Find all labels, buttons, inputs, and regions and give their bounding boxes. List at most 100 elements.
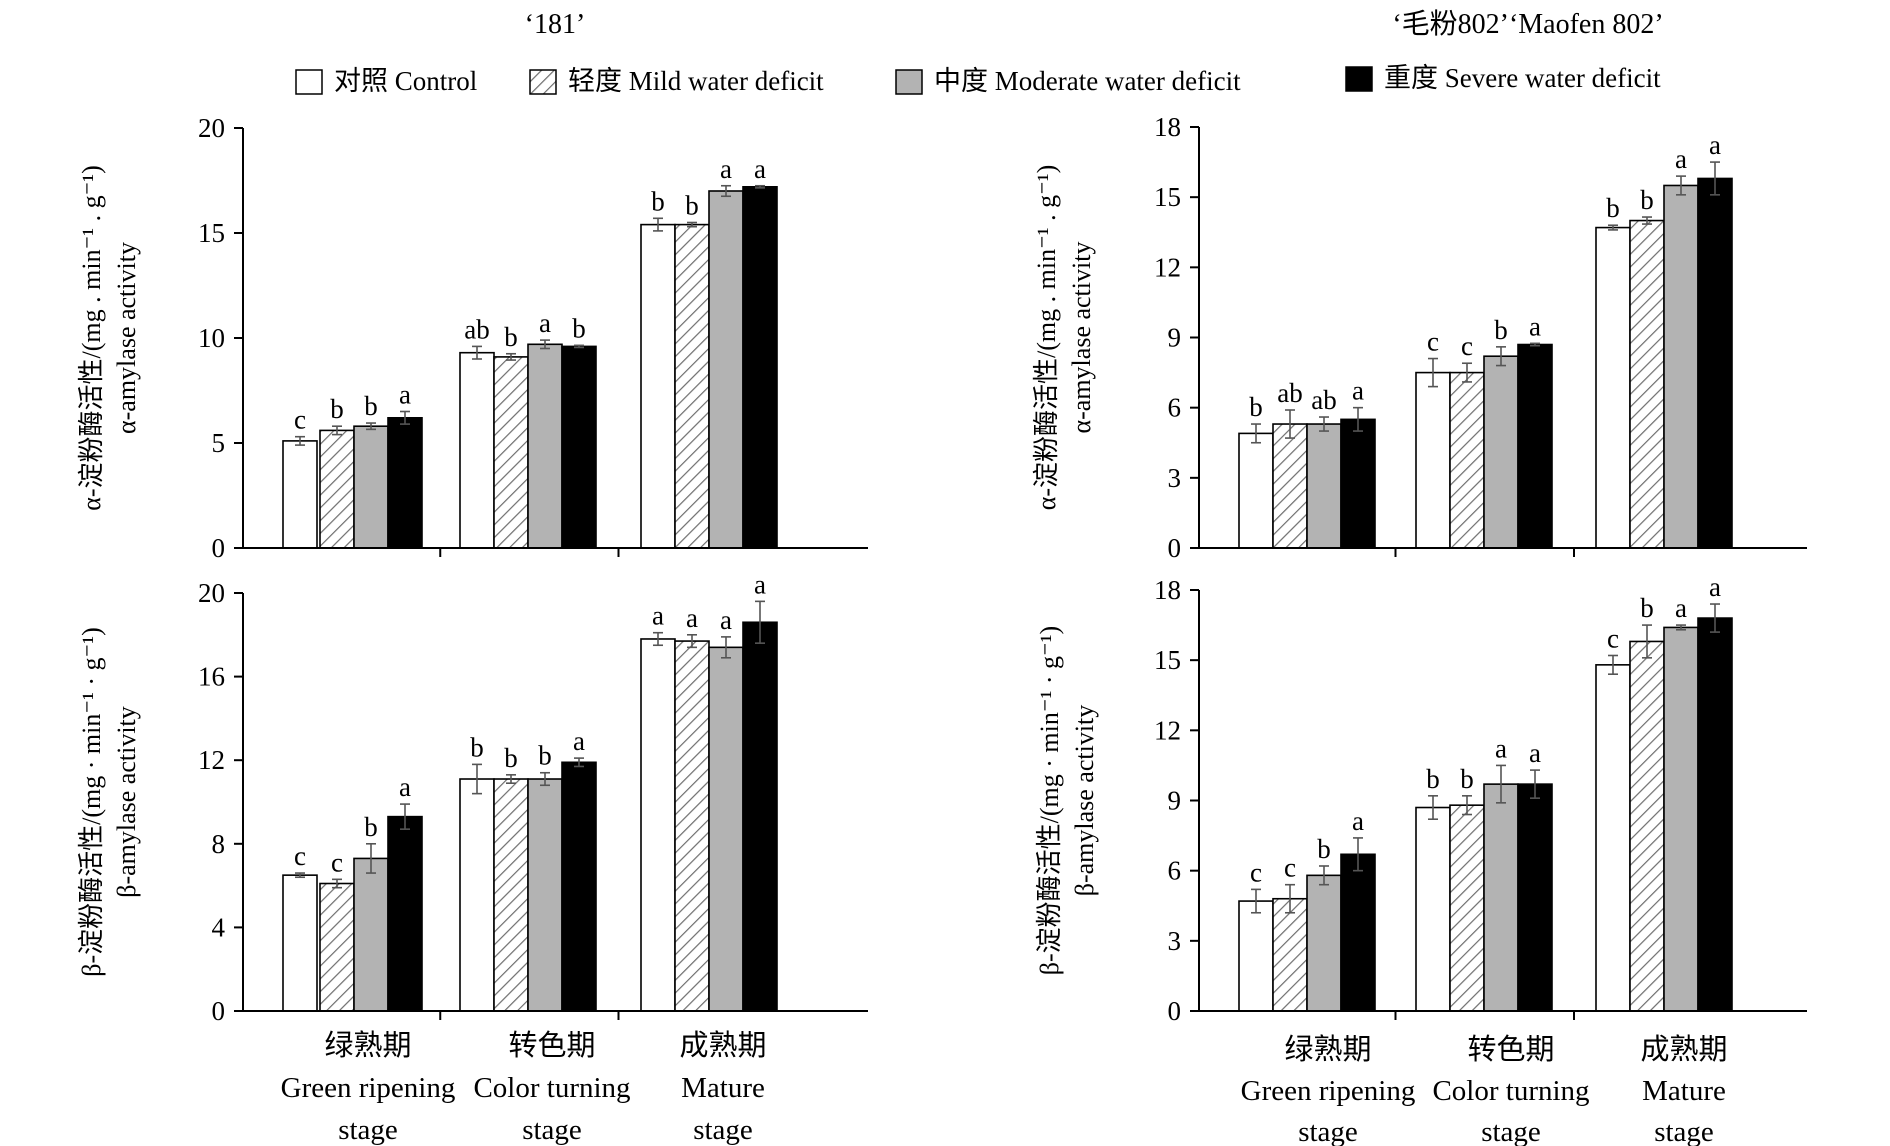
bar-mild (493, 778, 529, 1012)
y-axis-label: α-淀粉酶活性/(mg . min⁻¹ . g⁻¹) (77, 165, 106, 511)
significance-letter: a (1675, 144, 1687, 174)
y-tick-label: 4 (212, 912, 226, 942)
significance-letter: c (1250, 857, 1262, 887)
significance-letter: a (1709, 572, 1721, 602)
significance-letter: b (572, 313, 586, 343)
y-tick-label: 12 (1154, 715, 1181, 745)
y-tick-label: 0 (212, 533, 226, 563)
significance-letter: a (1675, 593, 1687, 623)
significance-letter: a (754, 569, 766, 599)
legend-label-moderate: 中度 Moderate water deficit (934, 66, 1241, 96)
bar-moderate (708, 646, 744, 1012)
bar-control (282, 440, 318, 549)
category-label-en: Color turning (1432, 1075, 1589, 1107)
bar-moderate (527, 343, 563, 549)
bar-severe (387, 815, 423, 1012)
significance-letter: a (1529, 311, 1541, 341)
bar-moderate (1483, 355, 1519, 549)
significance-letter: a (652, 601, 664, 631)
bar-control (1415, 371, 1451, 549)
category-labels-right: 绿熟期 Green ripening stage 转色期 Color turni… (1241, 1033, 1728, 1146)
legend-item-mild: 轻度 Mild water deficit (529, 66, 824, 96)
legend-item-control: 对照 Control (295, 66, 477, 96)
y-tick-label: 6 (1168, 856, 1182, 886)
bar-moderate (708, 190, 744, 549)
y-tick-label: 15 (1154, 182, 1181, 212)
legend-swatch-control (295, 69, 323, 95)
category-label-en: Mature (681, 1072, 765, 1104)
bar-moderate (353, 425, 389, 549)
bar-mild (1629, 640, 1665, 1012)
significance-letter: a (399, 380, 411, 410)
bar-mild (319, 429, 355, 549)
y-tick-label: 5 (212, 428, 226, 458)
significance-letter: a (686, 603, 698, 633)
significance-letter: c (331, 847, 343, 877)
significance-letter: b (1606, 193, 1620, 223)
category-label-en: stage (1298, 1116, 1358, 1146)
y-axis-label: β-淀粉酶活性/(mg · min⁻¹ · g⁻¹) (1035, 626, 1064, 975)
y-axis-label-en: β-amylase activity (1070, 705, 1099, 897)
y-axis-label-en: α-amylase activity (112, 242, 141, 434)
bar-control (1415, 806, 1451, 1012)
category-label-en: Color turning (473, 1072, 630, 1104)
bar-mild (1272, 423, 1308, 549)
y-tick-label: 16 (198, 662, 225, 692)
category-labels-left: 绿熟期 Green ripening stage 转色期 Color turni… (281, 1029, 767, 1146)
significance-letter: a (573, 726, 585, 756)
y-tick-label: 12 (1154, 252, 1181, 282)
y-tick-label: 0 (1168, 533, 1182, 563)
column-title-181: ‘181’ (525, 9, 586, 40)
category-label-en: stage (693, 1114, 753, 1146)
bar-severe (1697, 617, 1733, 1012)
significance-letter: a (1352, 376, 1364, 406)
significance-letter: ab (464, 314, 489, 344)
significance-letter: c (294, 405, 306, 435)
significance-letter: b (1640, 185, 1654, 215)
bar-mild (319, 882, 355, 1012)
category-label-zh: 转色期 (1467, 1033, 1554, 1066)
legend-swatch-severe (1345, 66, 1373, 92)
bar-moderate (353, 857, 389, 1012)
legend-swatch-moderate (895, 69, 923, 95)
y-tick-label: 0 (1168, 996, 1182, 1026)
bar-mild (1629, 219, 1665, 549)
significance-letter: b (1460, 764, 1474, 794)
significance-letter: b (685, 191, 699, 221)
category-label-zh: 成熟期 (1640, 1033, 1727, 1066)
significance-letter: b (651, 186, 665, 216)
significance-letter: c (1607, 623, 1619, 653)
y-tick-label: 20 (198, 113, 225, 143)
y-axis-label: β-淀粉酶活性/(mg · min⁻¹ · g⁻¹) (77, 627, 106, 976)
legend: 对照 Control 轻度 Mild water deficit 中度 Mode… (295, 63, 1661, 96)
significance-letter: b (1249, 392, 1263, 422)
bar-mild (493, 356, 529, 549)
bar-severe (1340, 418, 1376, 549)
y-tick-label: 8 (212, 829, 226, 859)
y-tick-label: 9 (1168, 323, 1182, 353)
significance-letter: b (1317, 834, 1331, 864)
significance-letter: c (1284, 853, 1296, 883)
significance-letter: ab (1277, 378, 1302, 408)
bar-severe (742, 186, 778, 549)
bar-severe (1697, 177, 1733, 549)
significance-letter: b (1640, 593, 1654, 623)
bar-control (1595, 664, 1631, 1012)
y-tick-label: 18 (1154, 112, 1181, 142)
bar-severe (387, 416, 423, 549)
bar-control (282, 874, 318, 1012)
bar-moderate (1663, 626, 1699, 1012)
significance-letter: c (1427, 327, 1439, 357)
y-tick-label: 15 (1154, 645, 1181, 675)
bar-moderate (1483, 783, 1519, 1012)
significance-letter: b (364, 391, 378, 421)
y-tick-label: 15 (198, 218, 225, 248)
significance-letter: b (504, 743, 518, 773)
significance-letter: a (1529, 738, 1541, 768)
legend-label-control: 对照 Control (334, 66, 477, 96)
y-axis-label-en: β-amylase activity (112, 706, 141, 898)
bar-moderate (1663, 184, 1699, 549)
bar-moderate (1306, 423, 1342, 549)
bar-control (1238, 432, 1274, 549)
